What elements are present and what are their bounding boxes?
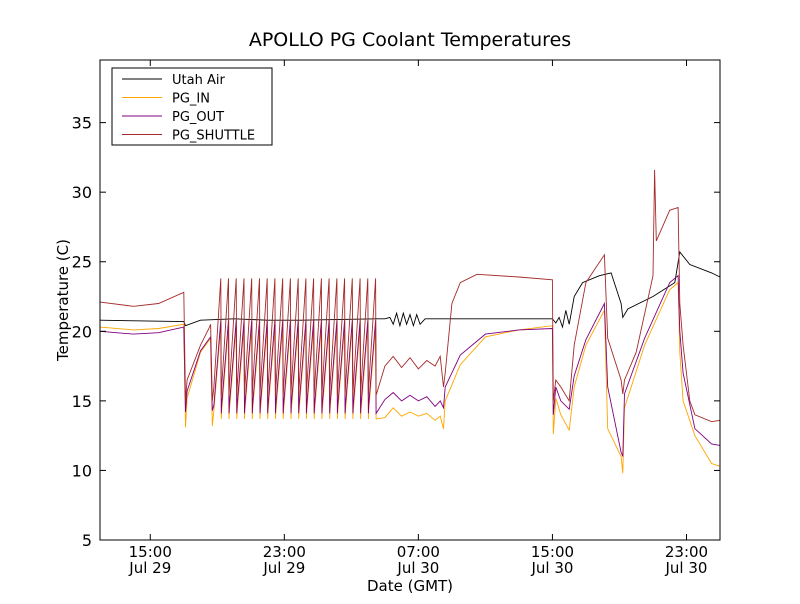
series-layer	[99, 169, 721, 474]
x-tick-label-time: 15:00	[129, 543, 172, 561]
chart-title: APOLLO PG Coolant Temperatures	[249, 29, 571, 51]
x-axis-label: Date (GMT)	[367, 577, 453, 595]
plot-area-border	[99, 59, 721, 541]
y-axis-label: Temperature (C)	[54, 239, 72, 362]
series-line-pg-shuttle	[99, 169, 721, 423]
y-tick-label: 10	[72, 461, 92, 480]
y-tick-label: 15	[72, 392, 92, 411]
y-axis: 5 10 15 20 25 30 35	[72, 114, 720, 550]
x-tick-label-date: Jul 30	[665, 559, 708, 577]
x-tick-label-time: 15:00	[531, 543, 574, 561]
y-tick-label: 20	[72, 322, 92, 341]
x-tick-label-time: 23:00	[665, 543, 708, 561]
x-tick-label-date: Jul 29	[128, 559, 171, 577]
x-tick-label-date: Jul 30	[530, 559, 573, 577]
x-tick-label-time: 23:00	[263, 543, 306, 561]
legend-label: PG_SHUTTLE	[172, 129, 255, 144]
x-tick-label-time: 07:00	[397, 543, 440, 561]
series-line-utah-air	[99, 250, 721, 329]
legend-box	[111, 67, 273, 146]
legend-label: PG_OUT	[172, 110, 224, 125]
legend: Utah Air PG_IN PG_OUT PG_SHUTTLE	[111, 67, 273, 146]
legend-label: PG_IN	[172, 92, 210, 107]
y-tick-label: 25	[72, 253, 92, 272]
y-tick-label: 30	[72, 183, 92, 202]
x-tick-label-date: Jul 30	[396, 559, 439, 577]
y-tick-label: 35	[72, 114, 92, 133]
legend-label: Utah Air	[172, 73, 225, 88]
y-tick-label: 5	[82, 531, 92, 550]
x-tick-label-date: Jul 29	[262, 559, 305, 577]
